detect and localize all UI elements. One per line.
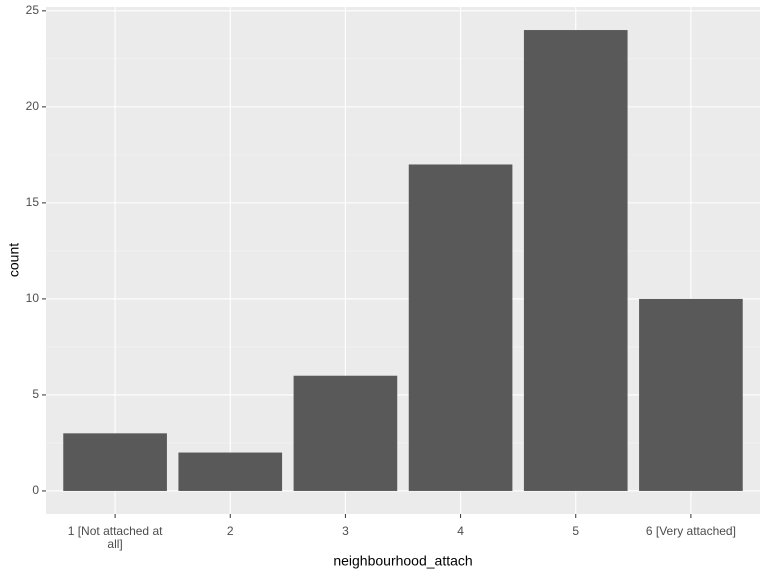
y-tick-label: 10 — [26, 291, 40, 305]
x-tick-label: 4 — [457, 524, 464, 538]
bar — [639, 298, 743, 491]
bar — [293, 375, 398, 491]
y-axis-title: count — [6, 243, 22, 277]
bar — [523, 30, 628, 491]
x-tick-label: 1 [Not attached at all] — [67, 524, 163, 551]
y-tick-label: 20 — [26, 99, 40, 113]
x-tick-label: 6 [Very attached] — [645, 524, 736, 538]
x-tick-label: 3 — [342, 524, 349, 538]
x-axis-title: neighbourhood_attach — [333, 553, 472, 569]
y-tick-label: 0 — [32, 483, 39, 497]
x-tick-label: 5 — [572, 524, 580, 538]
x-tick-label: 2 — [226, 524, 234, 538]
y-tick-label: 15 — [26, 195, 40, 209]
bar — [178, 452, 283, 491]
bar — [63, 433, 167, 491]
bar — [408, 164, 513, 491]
y-tick-label: 25 — [26, 3, 40, 17]
y-tick-label: 5 — [32, 387, 39, 401]
